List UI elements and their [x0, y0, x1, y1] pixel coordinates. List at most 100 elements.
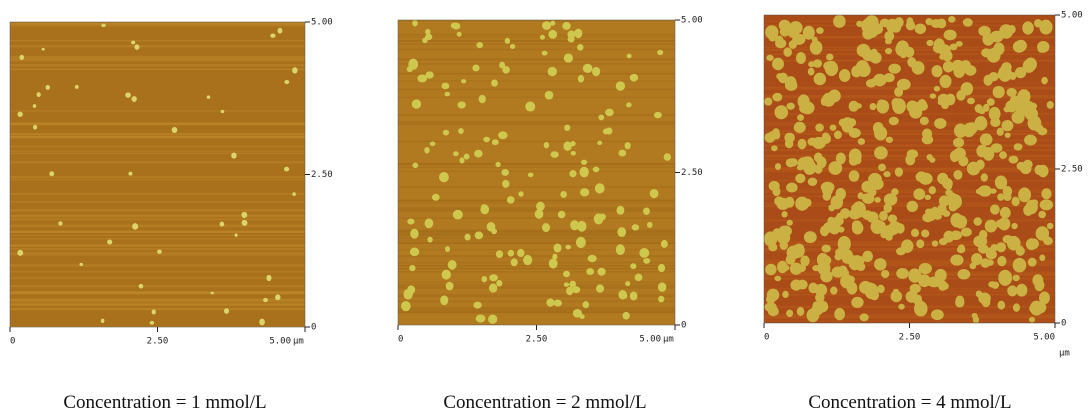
particle — [958, 155, 969, 167]
particle — [1027, 115, 1042, 131]
scan-line — [764, 320, 1055, 322]
particle — [999, 206, 1011, 219]
particle — [865, 79, 877, 88]
particle — [778, 19, 791, 32]
particle — [990, 204, 1000, 215]
particle — [660, 239, 668, 248]
particle — [937, 172, 949, 185]
particle — [894, 167, 904, 177]
x-tick-label: 5.00 — [639, 335, 661, 345]
particle — [478, 94, 486, 104]
particle — [803, 231, 817, 244]
particle — [924, 194, 931, 201]
scan-line — [398, 311, 675, 314]
particle — [775, 38, 787, 49]
particle — [776, 197, 790, 210]
particle — [231, 152, 237, 159]
scan-line — [10, 303, 305, 306]
particle — [1046, 100, 1054, 109]
scan-line — [10, 55, 305, 59]
particle — [800, 255, 810, 267]
particle — [975, 290, 983, 298]
caption: Concentration = 2 mmol/L — [443, 392, 646, 413]
particle — [429, 141, 436, 147]
particle — [49, 171, 55, 177]
particle — [821, 244, 831, 253]
particle — [842, 269, 850, 277]
particle — [941, 282, 949, 290]
particle — [408, 58, 419, 70]
scan-line — [764, 94, 1055, 98]
particle — [579, 314, 585, 319]
particle — [476, 42, 483, 49]
particle — [234, 233, 238, 237]
particle — [107, 239, 113, 245]
particle — [605, 127, 613, 135]
particle — [1001, 62, 1012, 72]
particle — [542, 223, 551, 233]
particle — [412, 20, 418, 27]
scan-line — [398, 287, 675, 289]
particle — [486, 222, 496, 232]
particle — [1039, 199, 1054, 211]
scan-line — [398, 271, 675, 273]
y-tick-label: 0 — [1061, 319, 1066, 329]
particle — [892, 288, 900, 296]
x-tick-label: 2.50 — [899, 333, 921, 343]
particle — [58, 221, 63, 226]
scan-line — [398, 311, 675, 313]
particle — [639, 247, 650, 258]
particle — [461, 79, 467, 84]
particle — [488, 283, 498, 293]
particle — [895, 223, 905, 234]
particle — [999, 151, 1008, 160]
particle — [899, 51, 907, 59]
particle — [811, 304, 824, 316]
particle — [488, 314, 498, 324]
scan-line — [764, 188, 1055, 190]
particle — [504, 37, 511, 44]
scan-line — [764, 262, 1055, 264]
scan-line — [764, 190, 1055, 193]
particle — [824, 60, 839, 77]
particle — [928, 186, 937, 195]
scan-line — [10, 122, 305, 125]
particle — [861, 18, 876, 34]
scan-line — [398, 207, 675, 210]
scan-line — [10, 291, 305, 293]
particle — [953, 137, 965, 148]
particle — [1037, 40, 1050, 53]
scan-line — [10, 59, 305, 62]
particle — [501, 169, 509, 176]
particle — [816, 252, 829, 267]
scan-line — [10, 161, 305, 164]
particle — [1038, 210, 1046, 219]
particle — [480, 204, 490, 215]
particle — [881, 269, 890, 279]
particle — [553, 299, 562, 307]
particle — [784, 79, 798, 91]
particle — [1001, 119, 1014, 132]
particle — [574, 28, 583, 39]
particle — [982, 147, 995, 161]
particle — [171, 127, 178, 133]
particle — [774, 105, 789, 120]
particle — [547, 66, 558, 77]
particle — [807, 67, 815, 76]
particle — [1011, 196, 1020, 207]
particle — [793, 243, 805, 254]
scan-line — [398, 48, 675, 51]
particle — [223, 308, 230, 314]
particle — [820, 270, 833, 283]
scan-line — [10, 244, 305, 247]
axis-unit: µm — [293, 337, 304, 347]
particle — [1018, 187, 1032, 203]
particle — [1028, 316, 1036, 323]
scan-line — [764, 144, 1055, 146]
particle — [586, 268, 595, 276]
particle — [957, 269, 971, 280]
particle — [885, 136, 894, 143]
particle — [562, 22, 571, 30]
particle — [772, 57, 784, 71]
particle — [776, 73, 784, 80]
